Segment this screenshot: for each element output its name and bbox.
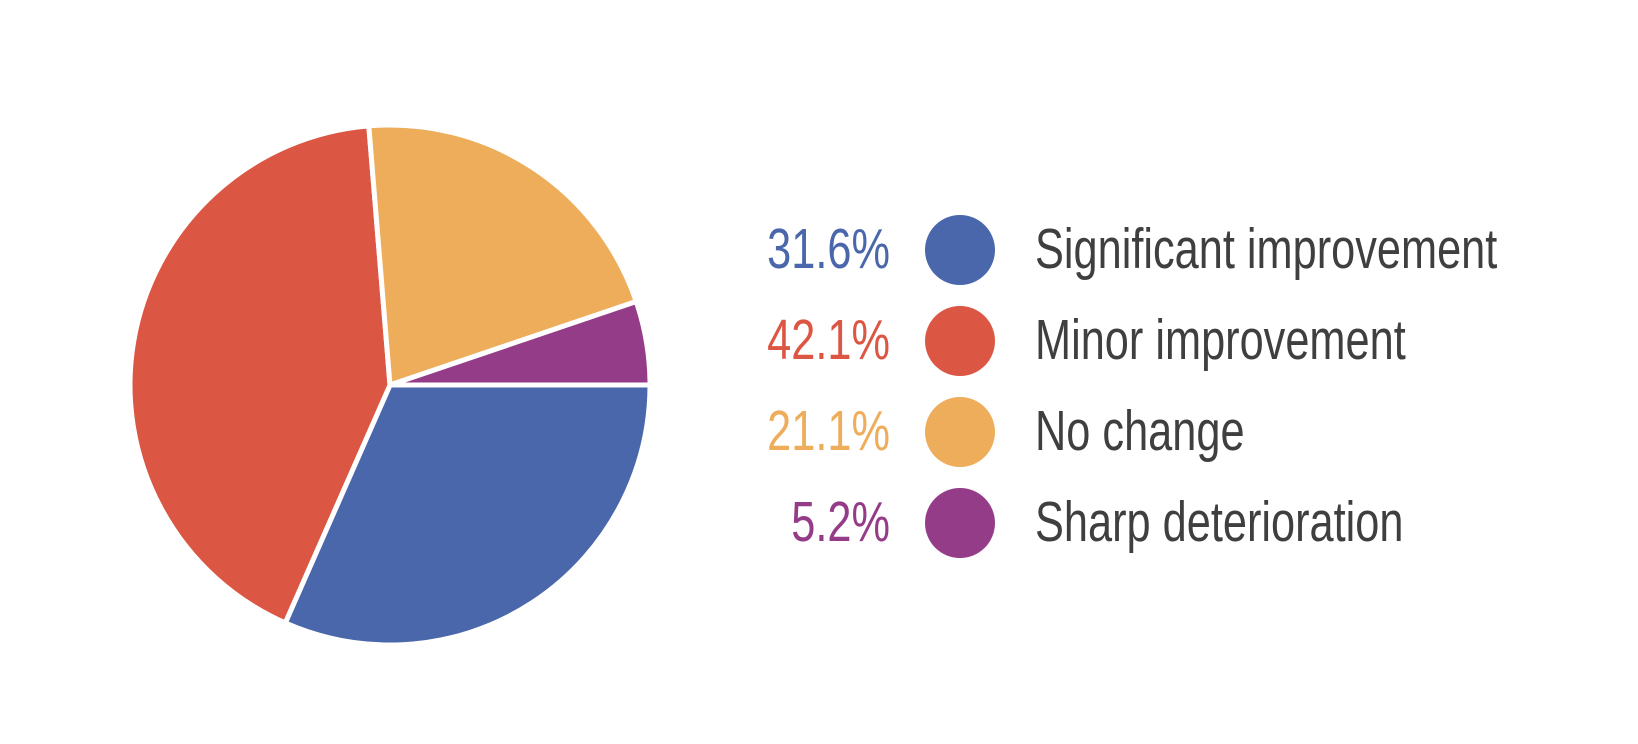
legend-swatch-circle-icon <box>925 214 995 285</box>
legend-label: Minor improvement <box>1035 308 1406 372</box>
legend-row: 42.1% Minor improvement <box>720 295 1638 386</box>
legend-percent: 5.2% <box>791 490 890 554</box>
legend-percent: 42.1% <box>767 308 890 372</box>
legend-percent: 31.6% <box>767 217 890 281</box>
legend-swatch-circle-icon <box>925 305 995 376</box>
pie <box>127 122 653 648</box>
pie-slice-0 <box>282 382 653 648</box>
legend-row: 31.6% Significant improvement <box>720 204 1638 295</box>
pie-slice-2 <box>366 122 639 388</box>
legend-row: 5.2% Sharp deterioration <box>720 477 1638 568</box>
legend-row: 21.1% No change <box>720 386 1638 477</box>
pie-slice-1 <box>127 123 393 626</box>
pie-slice-3 <box>387 299 653 388</box>
legend-swatch-circle-icon <box>925 487 995 558</box>
legend-label: Significant improvement <box>1035 217 1498 281</box>
legend-label: Sharp deterioration <box>1035 490 1404 554</box>
legend-swatch-circle-icon <box>925 396 995 467</box>
legend: 31.6% Significant improvement 42.1% Mino… <box>720 204 1638 568</box>
legend-label: No change <box>1035 399 1245 463</box>
legend-percent: 21.1% <box>767 399 890 463</box>
pie-chart <box>127 122 653 648</box>
